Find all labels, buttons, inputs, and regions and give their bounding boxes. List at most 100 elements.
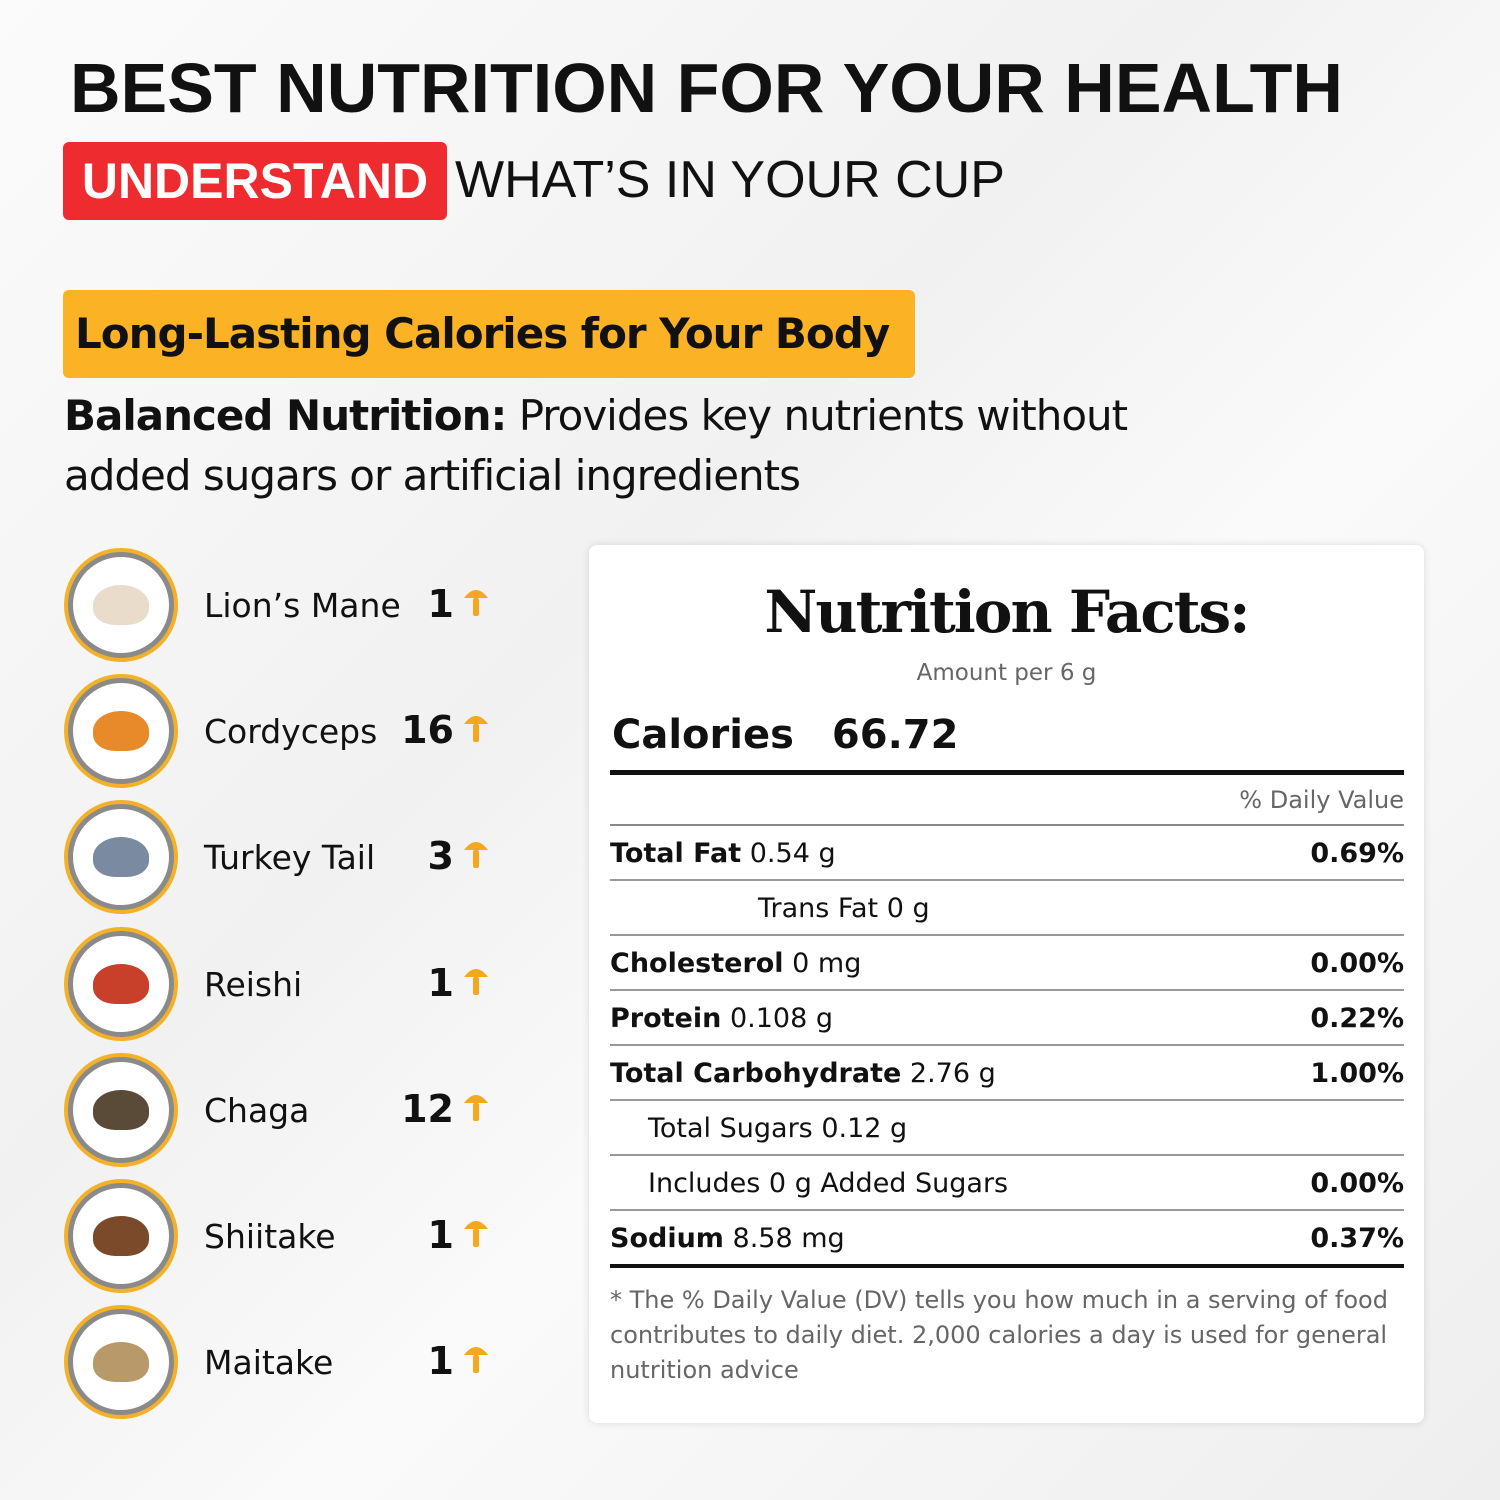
mushroom-shape: [93, 1342, 149, 1383]
daily-value: 0.00%: [1310, 1168, 1404, 1199]
nutrient-amount: 8.58 mg: [732, 1223, 845, 1254]
mushroom-count: 1: [427, 582, 454, 626]
section-text: Balanced Nutrition: Provides key nutrien…: [64, 386, 1264, 506]
mushroom-count: 12: [401, 1086, 454, 1131]
mushroom-name: Shiitake: [204, 1217, 336, 1256]
nutrient: Cholesterol 0 mg: [610, 948, 861, 979]
mushroom-icon: [462, 1215, 490, 1255]
mushroom-row: Reishi 1: [64, 926, 504, 1047]
mushroom-name: Chaga: [204, 1090, 310, 1130]
mushroom-count: 1: [427, 960, 454, 1005]
icon: [464, 1347, 488, 1374]
mushroom-icon: [462, 1341, 490, 1381]
nutrient: Total Carbohydrate 2.76 g: [610, 1058, 996, 1089]
icon: [464, 716, 488, 743]
facts-row: Total Carbohydrate 2.76 g 1.00%: [610, 1044, 1404, 1099]
image-frame: [73, 1188, 169, 1284]
section-badge: Long-Lasting Calories for Your Body: [63, 290, 915, 378]
serving: Amount per 6 g: [916, 660, 1097, 686]
image-frame: [73, 935, 169, 1032]
nutrient-amount: 2.76 g: [909, 1058, 996, 1089]
daily-value: 0.37%: [1310, 1223, 1404, 1254]
mushroom-image: [64, 674, 178, 789]
nutrient-label: Total Carbohydrate: [610, 1058, 902, 1089]
nutrient: Sodium 8.58 mg: [610, 1223, 845, 1254]
mushroom-image: [64, 1179, 178, 1293]
nutrient: Protein 0.108 g: [610, 1003, 833, 1034]
facts-row: Sodium 8.58 mg 0.37%: [610, 1209, 1404, 1264]
mushroom-image: [64, 1305, 178, 1420]
image-frame: [73, 809, 169, 906]
mushroom-name: Lion’s Mane: [204, 586, 401, 625]
nutrient: Includes 0 g Added Sugars: [648, 1168, 1008, 1199]
mushroom-name: Cordyceps: [204, 712, 378, 752]
mushroom-image: [64, 800, 178, 915]
facts-row: Total Fat 0.54 g 0.69%: [610, 824, 1404, 879]
mushroom-row: Maitake 1: [64, 1305, 504, 1425]
facts-row: Cholesterol 0 mg 0.00%: [610, 934, 1404, 989]
dv-header: % Daily Value: [1239, 786, 1404, 814]
footnote: * The % Daily Value (DV) tells you how m…: [610, 1286, 1388, 1384]
mushroom-image: [64, 548, 178, 662]
mushroom-shape: [93, 711, 149, 752]
nutrient-amount: Trans Fat 0 g: [758, 893, 930, 924]
nutrient-label: Total Fat: [610, 838, 742, 869]
nutrient-amount: 0 mg: [792, 948, 862, 979]
mushroom-shape: [93, 1089, 149, 1130]
mushroom-count: 1: [427, 1339, 454, 1384]
mushroom-image: [64, 926, 178, 1041]
mushroom-shape: [93, 837, 149, 878]
nutrition-card: [589, 545, 1424, 1423]
mushroom-row: Chaga 12: [64, 1052, 504, 1173]
mushroom-icon: [462, 710, 490, 750]
icon: [464, 1094, 488, 1121]
nutrient-label: Cholesterol: [610, 948, 784, 979]
mushroom-count: 16: [401, 708, 454, 753]
mushroom-row: Turkey Tail 3: [64, 800, 504, 920]
nutrient-amount: Total Sugars 0.12 g: [648, 1113, 908, 1144]
mushroom-image: [64, 1052, 178, 1167]
facts-row: Total Sugars 0.12 g: [610, 1099, 1404, 1154]
mushroom-name: Turkey Tail: [204, 838, 376, 878]
nutrient: Trans Fat 0 g: [758, 893, 930, 924]
image-frame: [73, 1314, 169, 1411]
mushroom-shape: [93, 585, 149, 625]
image-frame: [73, 683, 169, 780]
nutrient-label: Sodium: [610, 1223, 724, 1254]
image-frame: [73, 557, 169, 653]
mushroom-row: Shiitake 1: [64, 1179, 504, 1299]
mushroom-icon: [462, 584, 490, 624]
mushroom-name: Maitake: [204, 1343, 334, 1383]
mushroom-icon: [462, 1089, 490, 1129]
body-text: Provides key nutrients without added sug…: [64, 391, 1128, 500]
rule: [610, 770, 1404, 775]
calories-label: Calories: [612, 712, 794, 758]
subtitle: WHAT’S IN YOUR CUP: [455, 151, 1005, 209]
mushroom-icon: [462, 963, 490, 1003]
icon: [464, 1221, 488, 1247]
mushroom-count: 3: [427, 834, 454, 879]
icon: [464, 842, 488, 869]
daily-value: 0.22%: [1310, 1003, 1404, 1034]
facts-title: Nutrition Facts:: [764, 578, 1250, 646]
image-frame: [73, 1061, 169, 1158]
calories-value: 66.72: [831, 712, 959, 758]
icon: [464, 968, 488, 995]
title: BEST NUTRITION FOR YOUR HEALTH: [70, 49, 1343, 127]
daily-value: 0.69%: [1310, 838, 1404, 869]
calories: Calories 66.72: [612, 712, 958, 758]
nutrient: Total Sugars 0.12 g: [648, 1113, 907, 1144]
mushroom-shape: [93, 963, 149, 1004]
daily-value: 0.00%: [1310, 948, 1404, 979]
facts-row: Trans Fat 0 g: [610, 879, 1404, 934]
mushroom-row: Lion’s Mane 1: [64, 548, 504, 668]
daily-value: 1.00%: [1310, 1058, 1404, 1089]
mushroom-count: 1: [427, 1213, 454, 1257]
facts-rows: Total Fat 0.54 g 0.69% Trans Fat 0 g Choles…: [610, 824, 1404, 1268]
nutrient-amount: 0.108 g: [729, 1003, 833, 1034]
nutrient-label: Protein: [610, 1003, 722, 1034]
lead: Balanced Nutrition:: [64, 391, 507, 440]
highlight: UNDERSTAND: [63, 142, 447, 220]
nutrient-amount: Includes 0 g Added Sugars: [648, 1168, 1009, 1199]
